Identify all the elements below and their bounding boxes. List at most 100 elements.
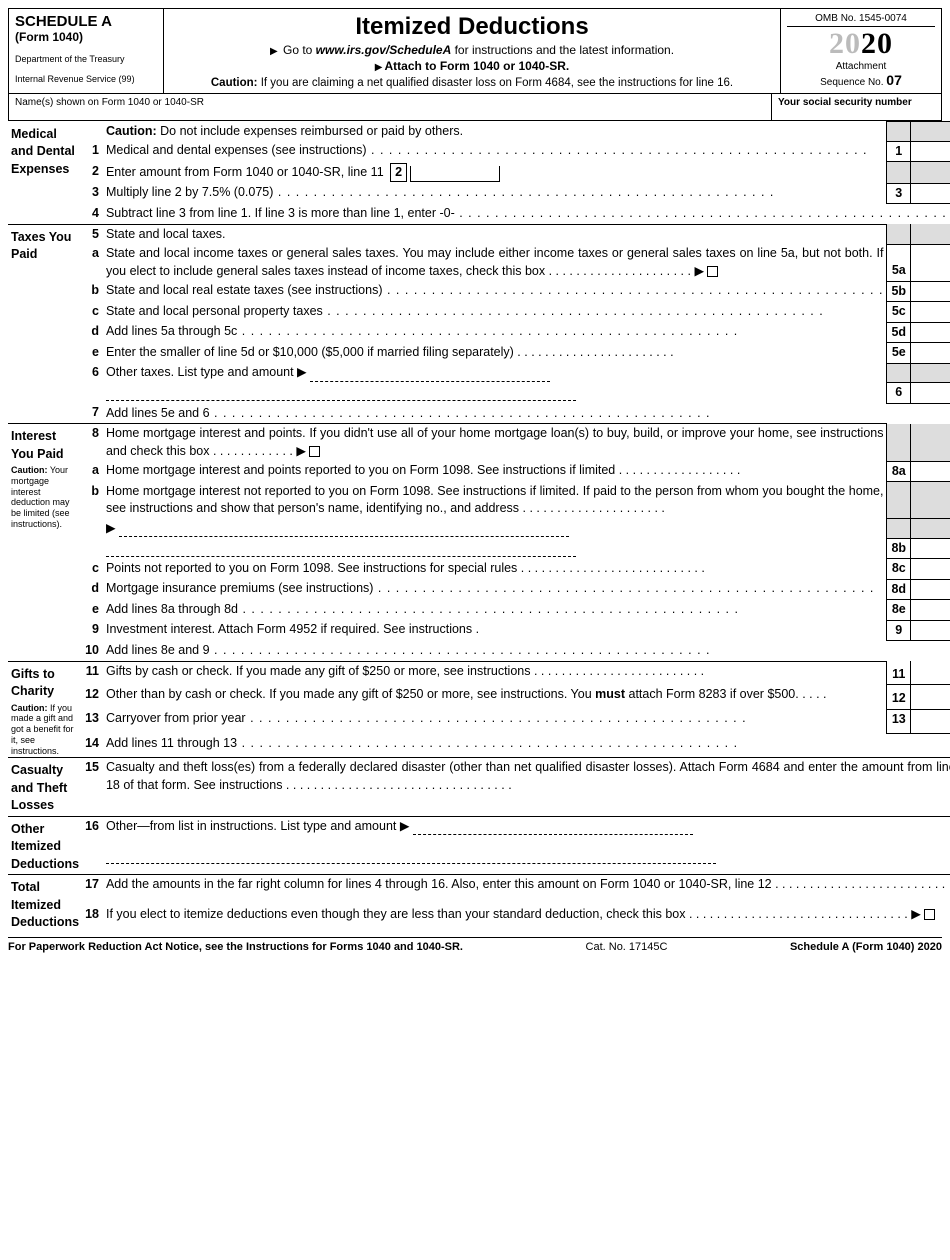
checkbox-5a[interactable] — [707, 266, 718, 277]
attach-line: Attach to Form 1040 or 1040-SR. — [170, 59, 774, 73]
box-5d: 5d — [887, 322, 911, 343]
section-interest: Interest You PaidCaution: Your mortgage … — [8, 424, 82, 662]
form-page: SCHEDULE A (Form 1040) Department of the… — [0, 0, 950, 961]
medical-caution: Caution: Do not include expenses reimbur… — [103, 122, 887, 142]
box-8b: 8b — [887, 538, 911, 559]
amt-12[interactable] — [911, 685, 950, 709]
name-row: Name(s) shown on Form 1040 or 1040-SR Yo… — [8, 94, 942, 121]
line-18-text: If you elect to itemize deductions even … — [103, 905, 950, 933]
amt-5e[interactable] — [911, 343, 950, 364]
line-10-text: Add lines 8e and 9 — [103, 641, 950, 662]
section-other: Other Itemized Deductions — [8, 816, 82, 875]
line-2-text: Enter amount from Form 1040 or 1040-SR, … — [103, 162, 887, 184]
amt-5d[interactable] — [911, 322, 950, 343]
arrow-icon — [270, 43, 280, 57]
footer-right: Schedule A (Form 1040) 2020 — [790, 941, 942, 953]
form-label: (Form 1040) — [15, 30, 157, 44]
box-8d: 8d — [887, 579, 911, 600]
line-7-num: 7 — [82, 403, 103, 424]
line-8-text: Home mortgage interest and points. If yo… — [103, 424, 887, 462]
line-8a-text: Home mortgage interest and points report… — [103, 461, 887, 482]
checkbox-18[interactable] — [924, 909, 935, 920]
line-8c-text: Points not reported to you on Form 1098.… — [103, 559, 887, 580]
amt-5a[interactable] — [911, 244, 950, 281]
box-5a: 5a — [887, 244, 911, 281]
line-5c-letter: c — [82, 302, 103, 323]
amt-1[interactable] — [911, 141, 950, 162]
amt-5b[interactable] — [911, 281, 950, 302]
line-14-num: 14 — [82, 734, 103, 758]
box-6: 6 — [887, 383, 911, 404]
amt-8e[interactable] — [911, 600, 950, 621]
ssn-field-label[interactable]: Your social security number — [771, 94, 941, 120]
form-table: Medical and Dental Expenses Caution: Do … — [8, 121, 950, 933]
amt-3[interactable] — [911, 183, 950, 204]
section-total: Total Itemized Deductions — [8, 875, 82, 933]
sequence-no: Sequence No. 07 — [787, 72, 935, 88]
line-8e-letter: e — [82, 600, 103, 621]
tax-year: 2020 — [787, 27, 935, 61]
line-5a-text: State and local income taxes or general … — [103, 244, 887, 281]
line-5-text: State and local taxes. — [103, 224, 887, 244]
amt-8a[interactable] — [911, 461, 950, 482]
box-13: 13 — [887, 709, 911, 733]
header-mid: Itemized Deductions Go to www.irs.gov/Sc… — [164, 9, 781, 93]
line-5e-letter: e — [82, 343, 103, 364]
caution-label: Caution: — [211, 77, 258, 89]
line-15-num: 15 — [82, 758, 103, 817]
amt-8c[interactable] — [911, 559, 950, 580]
line-9-text: Investment interest. Attach Form 4952 if… — [103, 620, 887, 641]
line-2-num: 2 — [82, 162, 103, 184]
line-3-num: 3 — [82, 183, 103, 204]
line-8e-text: Add lines 8a through 8d — [103, 600, 887, 621]
line-8b-input-1[interactable] — [119, 525, 569, 537]
footer-mid: Cat. No. 17145C — [586, 941, 668, 953]
goto-pre: Go to — [283, 43, 316, 57]
line-5d-letter: d — [82, 322, 103, 343]
amt-2-inline[interactable] — [410, 166, 500, 182]
line-4-text: Subtract line 3 from line 1. If line 3 i… — [103, 204, 950, 225]
header-caution: Caution: If you are claiming a net quali… — [170, 77, 774, 89]
line-16-input-2[interactable] — [106, 852, 716, 864]
amt-11[interactable] — [911, 661, 950, 685]
header-row: SCHEDULE A (Form 1040) Department of the… — [8, 8, 942, 94]
goto-post: for instructions and the latest informat… — [451, 43, 674, 57]
line-5b-letter: b — [82, 281, 103, 302]
line-12-text: Other than by cash or check. If you made… — [103, 685, 887, 709]
amt-9[interactable] — [911, 620, 950, 641]
line-11-num: 11 — [82, 661, 103, 685]
line-6-num: 6 — [82, 363, 103, 383]
line-16-text: Other—from list in instructions. List ty… — [103, 816, 950, 845]
year-bold: 20 — [861, 27, 893, 60]
box-3: 3 — [887, 183, 911, 204]
amt-6[interactable] — [911, 383, 950, 404]
line-9-num: 9 — [82, 620, 103, 641]
line-13-text: Carryover from prior year — [103, 709, 887, 733]
line-18-num: 18 — [82, 905, 103, 933]
line-6-input-2[interactable] — [106, 389, 576, 401]
line-5e-text: Enter the smaller of line 5d or $10,000 … — [103, 343, 887, 364]
line-16-input[interactable] — [413, 823, 693, 835]
form-title: Itemized Deductions — [170, 13, 774, 41]
amt-13[interactable] — [911, 709, 950, 733]
line-17-num: 17 — [82, 875, 103, 905]
amt-8b[interactable] — [911, 538, 950, 559]
line-6-input[interactable] — [310, 370, 550, 382]
name-field-label[interactable]: Name(s) shown on Form 1040 or 1040-SR — [9, 94, 771, 120]
line-5d-text: Add lines 5a through 5c — [103, 322, 887, 343]
checkbox-8[interactable] — [309, 446, 320, 457]
line-8d-letter: d — [82, 579, 103, 600]
amt-8d[interactable] — [911, 579, 950, 600]
goto-line: Go to www.irs.gov/ScheduleA for instruct… — [170, 43, 774, 57]
box-5b: 5b — [887, 281, 911, 302]
line-1-text: Medical and dental expenses (see instruc… — [103, 141, 887, 162]
line-8b-input-2[interactable] — [106, 545, 576, 557]
line-11-text: Gifts by cash or check. If you made any … — [103, 661, 887, 685]
amt-5c[interactable] — [911, 302, 950, 323]
line-8-num: 8 — [82, 424, 103, 462]
line-6-text: Other taxes. List type and amount ▶ — [103, 363, 887, 383]
section-gifts: Gifts to CharityCaution: If you made a g… — [8, 661, 82, 758]
box-11: 11 — [887, 661, 911, 685]
line-15-text: Casualty and theft loss(es) from a feder… — [103, 758, 950, 817]
header-right: OMB No. 1545-0074 2020 Attachment Sequen… — [781, 9, 941, 93]
